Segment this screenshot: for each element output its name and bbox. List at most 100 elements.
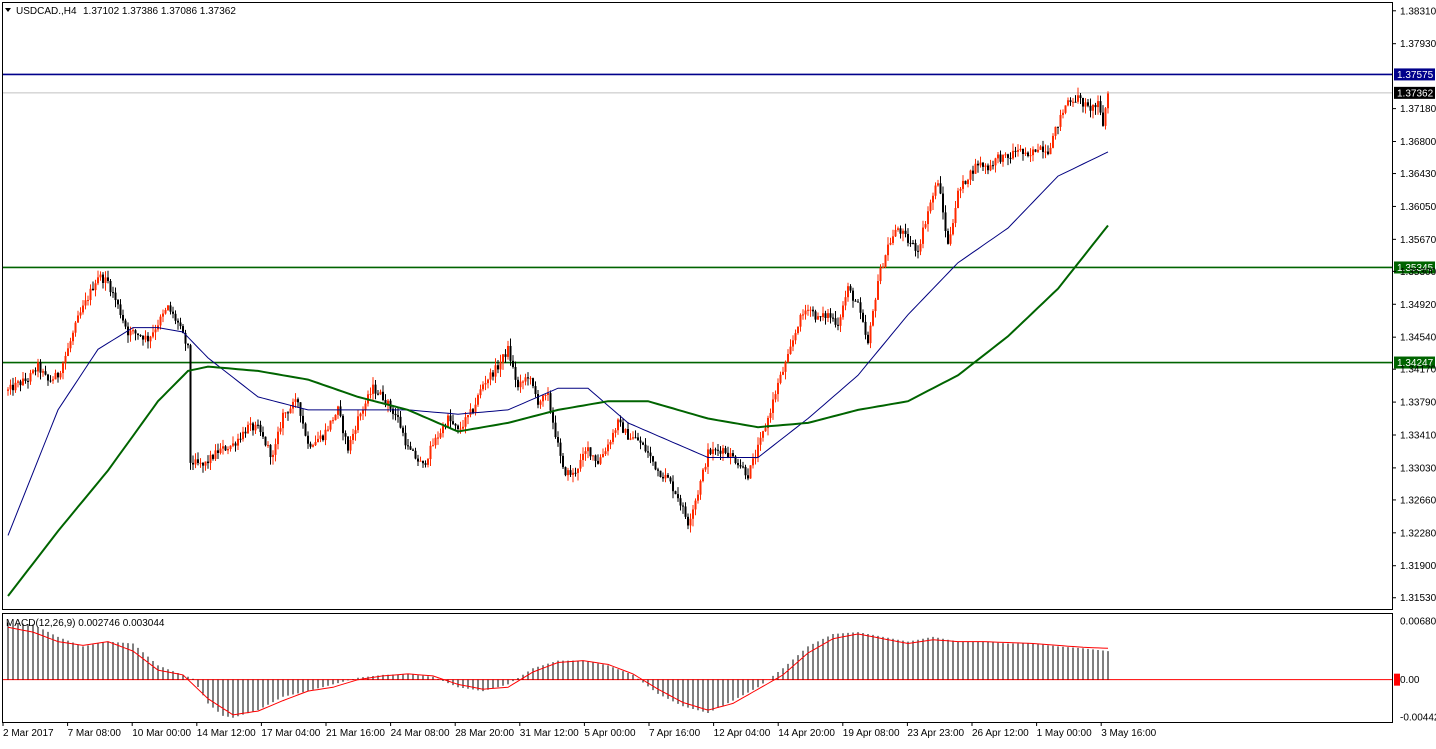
candle	[104, 271, 107, 291]
candle	[969, 169, 972, 186]
candle	[864, 314, 867, 340]
x-tick-label: 1 May 00:00	[1037, 728, 1092, 739]
candle	[772, 392, 774, 420]
candle	[144, 330, 147, 343]
candle	[7, 387, 9, 396]
candle	[304, 422, 307, 437]
candle	[777, 378, 779, 402]
candle	[509, 338, 512, 366]
candle	[202, 462, 204, 473]
level-tag-label: 1.34247	[1397, 358, 1434, 369]
candle	[877, 274, 879, 301]
candle	[644, 438, 647, 453]
candle	[672, 475, 674, 499]
candle	[632, 431, 634, 440]
candle	[627, 422, 629, 440]
candle	[327, 425, 329, 432]
candle	[949, 226, 952, 246]
level-tag	[1394, 261, 1435, 274]
candle	[434, 434, 437, 449]
candle	[1107, 91, 1109, 114]
candle	[882, 262, 884, 269]
candle	[924, 220, 927, 230]
candle	[402, 425, 404, 437]
candle	[32, 368, 34, 375]
candle	[424, 460, 427, 468]
candle	[179, 317, 182, 330]
candle	[1079, 92, 1082, 105]
y-tick-label: 1.33410	[1400, 430, 1436, 441]
candle	[972, 165, 974, 181]
candle	[512, 355, 514, 369]
candle	[249, 417, 252, 432]
candle	[77, 310, 79, 323]
candle	[564, 466, 567, 477]
candle	[862, 309, 864, 323]
candle	[1104, 106, 1107, 130]
candle	[997, 152, 999, 164]
candle	[1057, 126, 1059, 135]
candle	[904, 223, 907, 238]
candle	[597, 454, 599, 465]
collapse-triangle-icon[interactable]	[5, 8, 11, 12]
candle	[252, 421, 254, 436]
candle	[544, 394, 547, 401]
candle	[229, 445, 232, 452]
candle	[514, 361, 517, 388]
x-tick-label: 28 Mar 20:00	[455, 728, 514, 739]
candle	[369, 387, 372, 399]
candle	[1024, 147, 1027, 156]
candle	[889, 237, 892, 246]
candle	[702, 467, 704, 483]
candle	[192, 455, 194, 471]
candle	[364, 400, 367, 417]
level-tag-label: 1.35345	[1397, 263, 1434, 274]
candle	[784, 360, 787, 380]
horizontal-lines: 1.37575 1.35345 1.34247 1.37362	[3, 68, 1435, 369]
candle	[617, 418, 619, 435]
candle	[1007, 153, 1009, 166]
current-price-label: 1.37362	[1397, 88, 1434, 99]
candle	[582, 447, 584, 467]
candle	[117, 299, 119, 309]
candle	[1094, 102, 1097, 115]
candle	[52, 376, 54, 384]
candle	[979, 156, 982, 168]
candle	[939, 176, 942, 195]
candle	[339, 400, 342, 418]
candle	[289, 405, 292, 414]
candle	[779, 371, 782, 385]
candle	[1032, 146, 1034, 162]
candle	[892, 229, 894, 246]
candle	[737, 458, 739, 469]
candle	[954, 200, 957, 228]
macd-y-tick-label: 0.00	[1400, 675, 1420, 686]
y-tick-label: 1.36050	[1400, 202, 1436, 213]
candle	[1064, 105, 1067, 115]
x-tick-label: 31 Mar 12:00	[520, 728, 579, 739]
candle	[599, 454, 602, 466]
candle	[362, 406, 364, 420]
candle	[197, 452, 199, 466]
y-tick-label: 1.36800	[1400, 137, 1436, 148]
candle	[499, 354, 502, 377]
candle	[479, 384, 482, 399]
candle	[239, 432, 242, 443]
candle	[714, 447, 717, 455]
candle	[794, 329, 797, 345]
candle	[752, 453, 754, 469]
candle	[1092, 104, 1094, 119]
candle	[227, 446, 229, 455]
candle	[634, 430, 637, 439]
candle	[204, 461, 207, 471]
candle	[729, 447, 732, 465]
candle	[1049, 142, 1052, 155]
candle	[42, 368, 44, 377]
candle	[307, 431, 309, 449]
candle	[1014, 146, 1017, 158]
y-tick-label: 1.31530	[1400, 593, 1436, 604]
candle	[1062, 109, 1064, 119]
candle	[414, 447, 417, 460]
candle	[689, 513, 692, 533]
candle	[1019, 145, 1022, 152]
